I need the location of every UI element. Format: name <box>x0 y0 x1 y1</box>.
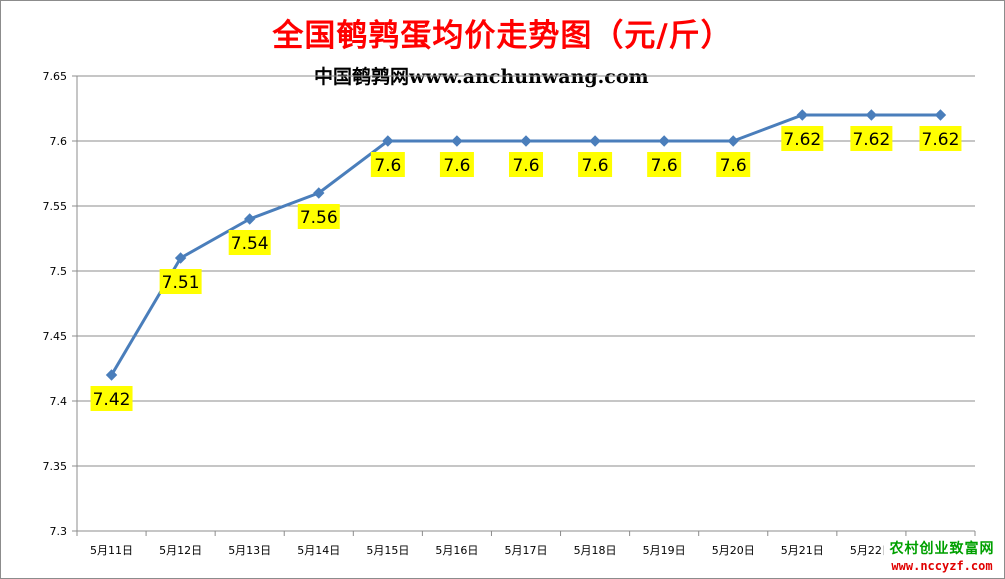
data-label-background <box>509 152 543 177</box>
axes <box>72 75 976 536</box>
y-tick-label: 7.4 <box>50 395 68 408</box>
x-tick-label: 5月11日 <box>90 544 133 557</box>
data-label-background <box>850 126 893 151</box>
x-tick-label: 5月18日 <box>574 544 617 557</box>
data-label-background <box>228 230 271 255</box>
data-point-marker <box>313 187 325 199</box>
data-point-marker <box>796 109 809 121</box>
data-label: 7.56 <box>300 208 338 228</box>
data-label: 7.51 <box>162 273 200 293</box>
data-label: 7.6 <box>582 156 609 176</box>
x-tick-label: 5月13日 <box>228 544 271 557</box>
data-label-background <box>90 386 133 411</box>
data-point-marker <box>243 213 256 225</box>
gridlines <box>77 75 975 467</box>
data-point-marker <box>451 135 463 147</box>
data-label: 7.6 <box>512 156 539 176</box>
y-tick-label: 7.5 <box>50 265 68 278</box>
x-tick-label: 5月16日 <box>435 544 478 557</box>
data-label-background <box>370 152 405 177</box>
data-label: 7.6 <box>443 156 470 176</box>
data-point-marker <box>382 135 394 147</box>
watermark-site-name: 农村创业致富网 <box>889 541 995 557</box>
x-tick-label: 5月20日 <box>712 544 755 557</box>
data-point-marker <box>174 252 187 264</box>
data-label: 7.6 <box>651 156 678 176</box>
watermark-site-url: www.nccyzf.com <box>891 559 993 573</box>
y-tick-labels: 7.3 7.35 7.4 7.45 7.5 7.55 7.6 7.65 <box>43 70 68 538</box>
data-label-background <box>716 152 751 177</box>
x-tick-label: 5月15日 <box>366 544 409 557</box>
data-label: 7.62 <box>922 130 960 150</box>
y-tick-label: 7.3 <box>50 525 68 538</box>
x-tick-label: 5月21日 <box>781 544 824 557</box>
data-point-marker <box>105 369 118 381</box>
watermark: 农村创业致富网 www.nccyzf.com <box>884 540 1000 576</box>
x-tick-label: 5月12日 <box>159 544 202 557</box>
data-label: 7.54 <box>231 234 269 254</box>
y-tick-label: 7.35 <box>43 460 68 473</box>
x-tick-label: 5月17日 <box>505 544 548 557</box>
x-tick-label: 5月19日 <box>643 544 686 557</box>
data-label-background <box>647 152 682 177</box>
data-point-marker <box>658 135 670 147</box>
y-tick-label: 7.55 <box>43 200 68 213</box>
data-point-marker <box>865 109 878 121</box>
data-label-background <box>159 269 202 294</box>
data-label-background <box>919 126 962 151</box>
series-markers <box>105 109 947 381</box>
x-tick-label: 5月22日 <box>850 544 893 557</box>
data-label-background <box>578 152 613 177</box>
x-tick-labels: 5月11日 5月12日 5月13日 5月14日 5月15日 5月16日 5月17日 5月18日… <box>90 544 962 557</box>
data-point-marker <box>589 135 601 147</box>
y-tick-label: 7.65 <box>43 70 68 83</box>
y-tick-label: 7.6 <box>50 135 68 148</box>
chart-title: 全国鹌鹑蛋均价走势图（元/斤） <box>272 18 733 54</box>
data-point-marker <box>934 109 947 121</box>
data-label: 7.6 <box>374 156 401 176</box>
data-label: 7.62 <box>783 130 821 150</box>
data-label-background <box>439 152 474 177</box>
data-label: 7.42 <box>93 390 131 410</box>
data-labels: 7.42 7.51 7.54 7.56 7.6 7.6 7.6 7.6 7.6 7.6 7.62 7.… <box>90 126 962 411</box>
data-label-background <box>297 204 340 229</box>
data-label: 7.6 <box>720 156 747 176</box>
data-label: 7.62 <box>852 130 890 150</box>
y-tick-label: 7.45 <box>43 330 68 343</box>
data-label-background <box>781 126 824 151</box>
data-point-marker <box>727 135 739 147</box>
data-point-marker <box>520 135 532 147</box>
chart-subtitle: 中国鹌鹑网www.anchunwang.com <box>314 66 649 88</box>
x-tick-label: 5月14日 <box>297 544 340 557</box>
